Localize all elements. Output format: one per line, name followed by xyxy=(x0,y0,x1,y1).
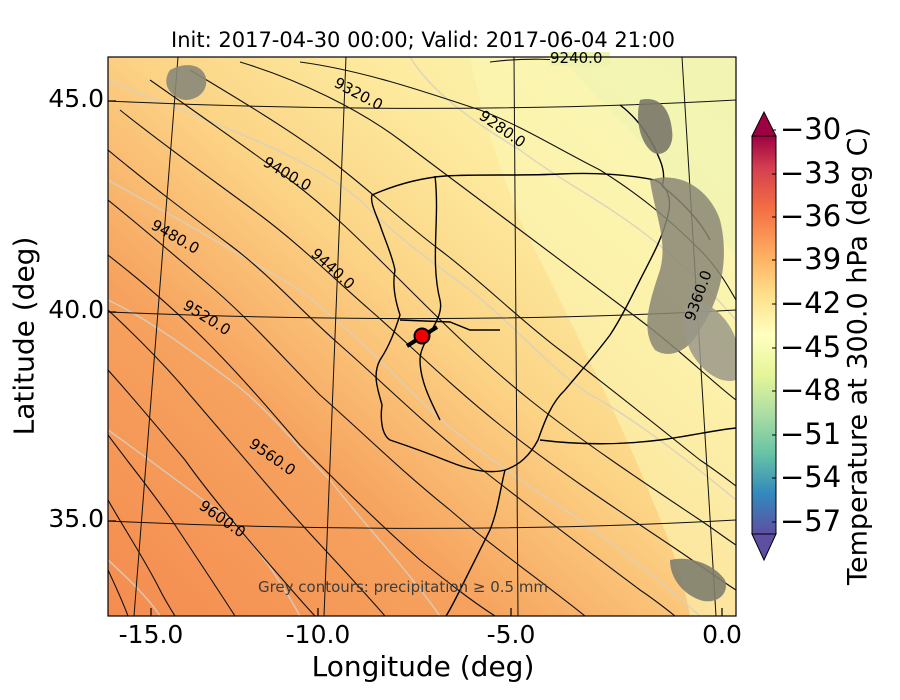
axis-ticks xyxy=(108,100,723,616)
colorbar-tick-0: −30 xyxy=(780,112,842,146)
label-bg-9240 xyxy=(550,52,610,66)
y-axis-label: Latitude (deg) xyxy=(7,236,41,436)
colorbar-tick-3: −39 xyxy=(780,242,842,276)
temperature-isolines xyxy=(108,57,736,616)
coldest-region xyxy=(560,57,736,260)
colorbar-tick-2: −36 xyxy=(780,199,842,233)
coastlines xyxy=(370,104,736,616)
colorbar-tick-9: −57 xyxy=(780,504,842,538)
y-tick-35: 35.0 xyxy=(48,504,104,533)
colorbar-label: Temperature at 300.0 hPa (deg C) xyxy=(842,127,874,585)
colorbar-tick-7: −51 xyxy=(780,417,842,451)
contour-label-9240: 9240.0 xyxy=(550,49,603,67)
x-tick-0: 0.0 xyxy=(702,620,742,649)
colorbar-extend-min xyxy=(751,533,777,562)
colorbar-tick-5: −45 xyxy=(780,330,842,364)
x-axis-label: Longitude (deg) xyxy=(311,650,535,683)
colorbar-tick-8: −54 xyxy=(780,460,842,494)
colorbar-tick-4: −42 xyxy=(780,286,842,320)
colorbar-body xyxy=(751,135,777,535)
colorbar-tick-1: −33 xyxy=(780,156,842,190)
colorbar-extend-max xyxy=(751,110,777,137)
x-tick-m10: -10.0 xyxy=(285,620,351,649)
precipitation-contours xyxy=(166,65,736,602)
y-tick-45: 45.0 xyxy=(48,84,104,113)
colorbar xyxy=(751,110,777,562)
map-frame xyxy=(107,56,737,617)
location-marker xyxy=(413,327,431,345)
graticule xyxy=(108,57,736,616)
x-tick-m5: -5.0 xyxy=(486,620,536,649)
plot-title: Init: 2017-04-30 00:00; Valid: 2017-06-0… xyxy=(171,28,675,52)
precipitation-note: Grey contours: precipitation ≥ 0.5 mm xyxy=(257,578,549,596)
y-tick-40: 40.0 xyxy=(48,295,104,324)
x-tick-m15: -15.0 xyxy=(118,620,184,649)
colorbar-tick-6: −48 xyxy=(780,373,842,407)
